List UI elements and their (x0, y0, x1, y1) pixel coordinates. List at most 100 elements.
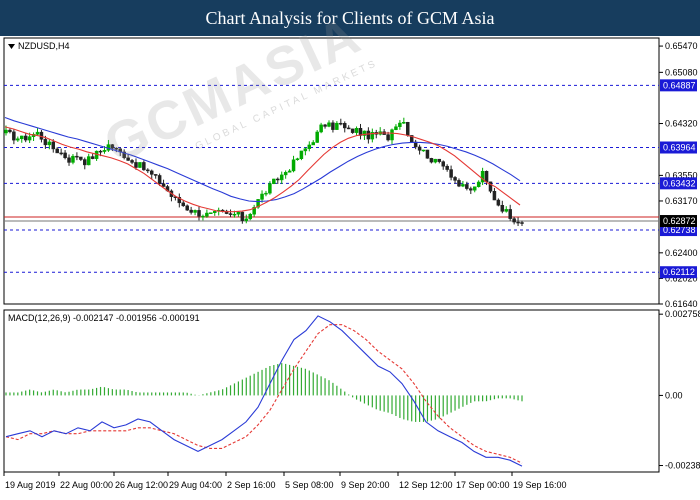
macd-axis-label: -0.00238 (665, 461, 700, 471)
time-axis-label: 19 Aug 2019 (5, 480, 56, 490)
candle (20, 135, 24, 143)
header-bar: Chart Analysis for Clients of GCM Asia (0, 0, 700, 36)
ma-fast-line (4, 126, 521, 213)
candle (201, 214, 205, 221)
candle (23, 133, 28, 143)
candle (31, 132, 36, 142)
candle (12, 129, 16, 145)
macd-title: MACD(12,26,9) -0.002147 -0.001956 -0.000… (8, 313, 200, 323)
candle (362, 130, 367, 140)
candle (169, 189, 174, 202)
candle (240, 211, 245, 224)
current-price-label: 0.62872 (663, 216, 696, 226)
candle (185, 204, 189, 211)
candle (425, 149, 430, 159)
level-price-label: 0.63432 (663, 178, 696, 188)
time-axis-label: 9 Sep 20:00 (341, 480, 390, 490)
candle (461, 180, 465, 188)
trading-chart: 0.65470 0.65080 0.64320 0.63550 0.63170 0.624… (3, 37, 700, 490)
candles (4, 117, 524, 227)
macd-signal-line (5, 324, 523, 464)
level-price-label: 0.62112 (663, 267, 695, 277)
candle (457, 178, 461, 188)
candle (342, 121, 347, 133)
candle (193, 209, 197, 216)
candle (469, 186, 473, 195)
candle (472, 186, 477, 193)
candle (287, 169, 292, 173)
candle (86, 153, 91, 166)
candle (134, 158, 138, 170)
candle (441, 160, 445, 170)
candle (500, 200, 505, 214)
candle (181, 200, 186, 207)
time-axis-label: 26 Aug 12:00 (115, 480, 168, 490)
candle (429, 157, 434, 164)
level-price-tag (660, 79, 697, 92)
candle (382, 129, 386, 135)
candle (492, 187, 497, 201)
candle (307, 141, 312, 152)
level-price-tag (660, 177, 697, 190)
candle (256, 199, 260, 209)
time-axis-label: 22 Aug 00:00 (60, 480, 113, 490)
candle (480, 167, 485, 186)
macd-histogram (5, 363, 523, 422)
candle (236, 211, 241, 217)
candle (228, 209, 233, 218)
chart-menu-icon[interactable] (8, 44, 15, 49)
candle (406, 121, 410, 137)
candle (16, 136, 20, 142)
candle (417, 144, 422, 155)
level-price-tag (660, 266, 697, 279)
candle (276, 177, 280, 185)
price-axis-label: 0.62020 (665, 273, 698, 283)
candle (189, 206, 193, 215)
candle (130, 159, 134, 165)
time-axis-label: 29 Aug 04:00 (169, 480, 222, 490)
candle (394, 124, 398, 131)
time-axis-label: 2 Sep 16:00 (227, 480, 276, 490)
candle (512, 216, 516, 225)
candle (445, 164, 449, 172)
price-axis: 0.65470 0.65080 0.64320 0.63550 0.63170 0.624… (659, 41, 698, 309)
candle (374, 129, 379, 139)
candle (177, 193, 182, 208)
candle (303, 147, 308, 156)
candle (51, 139, 56, 153)
candle (311, 140, 315, 146)
candle (327, 120, 331, 128)
time-axis: 19 Aug 2019 22 Aug 00:00 26 Aug 12:00 29 Au… (3, 472, 567, 490)
candle (504, 206, 508, 213)
macd-axis: 0.002758 0.00 -0.00238 (659, 309, 700, 471)
candle (106, 139, 111, 152)
candle (398, 120, 402, 130)
candle (71, 154, 75, 165)
candle (496, 198, 501, 207)
macd-axis-label: 0.002758 (665, 309, 700, 319)
price-axis-label: 0.64320 (665, 119, 698, 129)
candle (520, 220, 524, 227)
candle (67, 154, 71, 166)
candle (157, 173, 162, 187)
macd-panel-frame (3, 309, 660, 473)
candle (339, 118, 343, 126)
candle (319, 122, 323, 134)
candle (146, 168, 150, 174)
candle (283, 170, 288, 179)
level-price-label: 0.64887 (663, 80, 696, 90)
candle (299, 150, 304, 161)
candle (197, 206, 201, 221)
candle (75, 152, 79, 161)
candle (90, 153, 95, 160)
candle (402, 117, 406, 124)
price-axis-label: 0.61640 (665, 299, 698, 309)
macd-axis-label: 0.00 (665, 390, 683, 400)
price-axis-label: 0.63170 (665, 196, 698, 206)
candle (8, 128, 12, 134)
price-axis-label: 0.62400 (665, 248, 698, 258)
candle (138, 162, 142, 169)
candle (358, 123, 363, 140)
price-axis-label: 0.63550 (665, 170, 698, 180)
price-axis-label: 0.65470 (665, 41, 698, 51)
